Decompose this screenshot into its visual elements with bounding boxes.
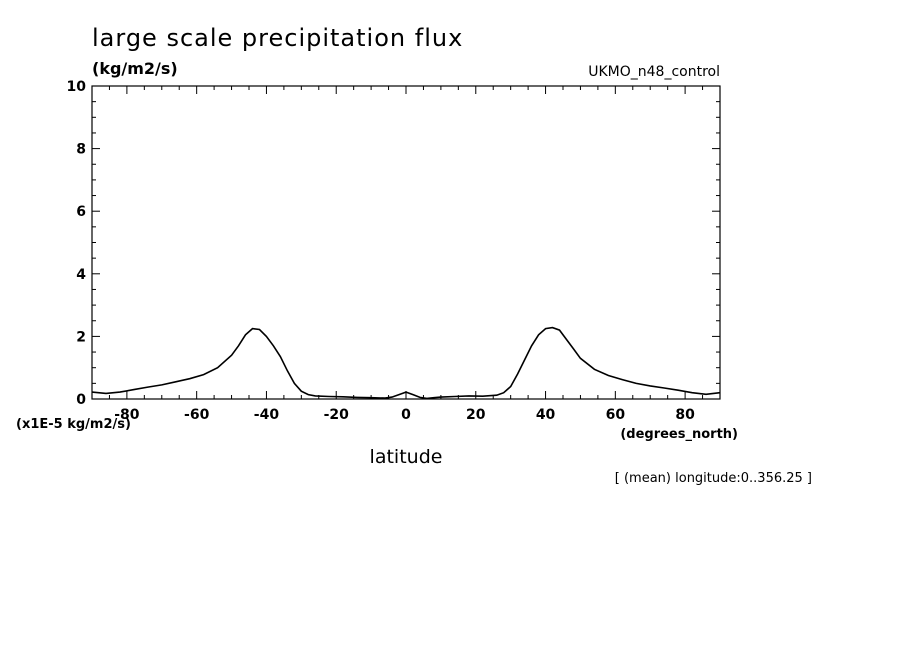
x-tick-label: 80 (675, 407, 695, 423)
x-tick-label: 40 (536, 407, 556, 423)
chart-units: (kg/m2/s) (92, 59, 178, 78)
x-tick-label: -20 (324, 407, 350, 423)
y-tick-label: 2 (76, 329, 86, 345)
plot-frame (91, 85, 721, 400)
x-tick-label: -60 (184, 407, 210, 423)
x-units-label: (degrees_north) (620, 427, 738, 442)
y-tick-label: 8 (76, 142, 86, 158)
x-axis-title: latitude (370, 446, 443, 468)
y-scale-factor-label: (x1E-5 kg/m2/s) (16, 417, 131, 432)
y-tick-label: 0 (76, 392, 86, 408)
y-tick-label: 10 (67, 79, 87, 95)
axis-ticks (91, 85, 721, 400)
y-tick-label: 4 (76, 267, 86, 283)
x-tick-label: -40 (254, 407, 280, 423)
x-tick-label: 20 (466, 407, 486, 423)
averaging-note: [ (mean) longitude:0..356.25 ] (615, 471, 812, 486)
x-tick-label: 60 (606, 407, 626, 423)
axis-tick-labels: -80 -60 -40 -20 0 20 40 60 80 0 2 4 6 8 10 (67, 79, 696, 423)
dataset-label: UKMO_n48_control (588, 64, 720, 80)
x-tick-label: -80 (114, 407, 140, 423)
series-line (91, 326, 721, 400)
x-tick-label: 0 (401, 407, 411, 423)
chart-title: large scale precipitation flux (92, 24, 463, 52)
y-tick-label: 6 (76, 204, 86, 220)
